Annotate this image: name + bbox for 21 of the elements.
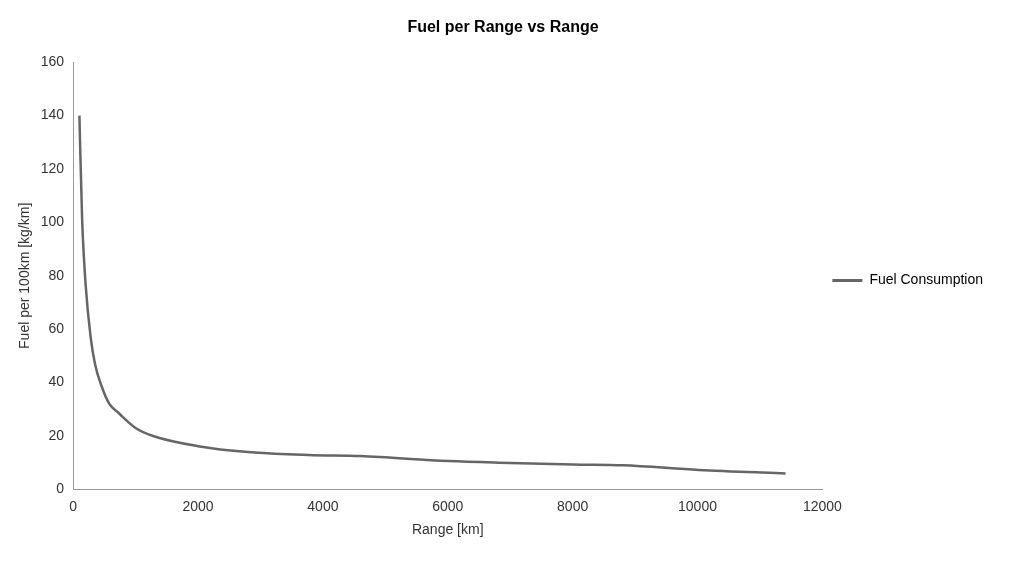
y-tick-label: 160 [40,53,65,70]
line-series [78,114,787,475]
x-tick-label: 6000 [432,497,464,514]
x-tick-label: 12000 [802,497,843,514]
chart-title: Fuel per Range vs Range [407,18,599,36]
y-tick-label: 20 [48,426,65,443]
x-tick-label: 2000 [182,497,214,514]
y-tick-label: 140 [40,106,65,123]
x-tick-label: 0 [69,497,78,514]
x-axis-title: Range [km] [411,521,484,538]
y-tick-label: 40 [48,373,65,390]
y-tick-label: 100 [40,213,65,230]
x-tick-label: 10000 [678,497,718,514]
legend-label: Fuel Consumption [869,271,984,288]
y-axis-title: Fuel per 100km [kg/km] [16,202,33,349]
y-tick-label: 0 [56,480,65,497]
x-tick-label: 8000 [557,497,589,514]
y-tick-label: 60 [48,320,65,337]
y-tick-label: 120 [40,159,65,176]
x-tick-label: 4000 [307,497,339,514]
y-tick-label: 80 [48,266,65,283]
